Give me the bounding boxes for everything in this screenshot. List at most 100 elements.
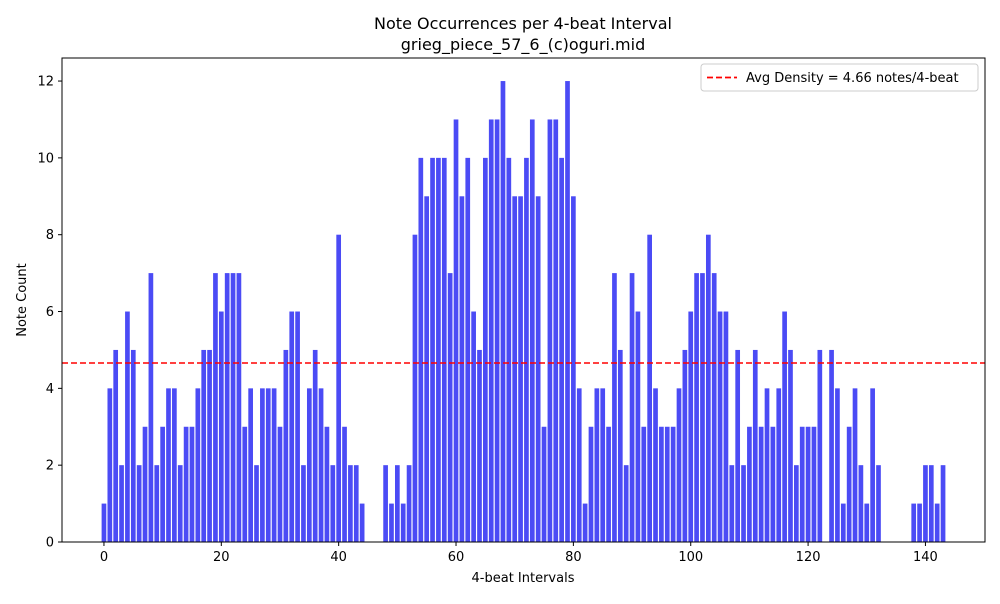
bar xyxy=(747,426,752,542)
bar xyxy=(858,465,864,542)
bar xyxy=(911,503,917,542)
y-tick-label: 4 xyxy=(46,382,54,397)
bar xyxy=(799,426,805,542)
bar xyxy=(811,426,817,542)
bar xyxy=(752,349,758,542)
bar xyxy=(483,157,488,542)
bar xyxy=(629,273,635,542)
x-tick-label: 140 xyxy=(913,550,938,565)
plot-frame xyxy=(61,57,986,543)
bar xyxy=(600,388,606,542)
bar xyxy=(265,388,271,542)
bar xyxy=(236,273,242,542)
bar xyxy=(336,234,342,542)
bar xyxy=(125,311,130,542)
bar xyxy=(553,119,559,543)
bar xyxy=(136,465,142,542)
bar xyxy=(694,273,699,542)
bar xyxy=(776,388,782,542)
x-tick-label: 0 xyxy=(100,550,108,565)
bar xyxy=(535,196,541,543)
bar xyxy=(576,388,582,542)
y-tick-label: 10 xyxy=(37,151,54,166)
x-tick-label: 60 xyxy=(448,550,465,565)
bar xyxy=(383,465,388,542)
bar xyxy=(424,196,430,543)
bar xyxy=(635,311,641,542)
bar xyxy=(459,196,465,543)
bar xyxy=(717,311,723,542)
bar xyxy=(172,388,177,542)
bar xyxy=(670,426,676,542)
y-tick-label: 6 xyxy=(46,305,54,320)
legend-label: Avg Density = 4.66 notes/4-beat xyxy=(746,71,959,86)
bar xyxy=(183,426,189,542)
bar xyxy=(119,465,124,542)
x-axis-label: 4-beat Intervals xyxy=(472,571,575,586)
bar xyxy=(641,426,647,542)
bar xyxy=(582,503,588,542)
bar xyxy=(471,311,476,542)
bar xyxy=(148,273,154,542)
bar xyxy=(647,234,652,542)
bar xyxy=(107,388,113,542)
bar xyxy=(248,388,253,542)
bar xyxy=(788,349,793,542)
bar xyxy=(166,388,171,542)
bar xyxy=(676,388,682,542)
bar xyxy=(177,465,183,542)
x-tick-label: 40 xyxy=(330,550,347,565)
bar xyxy=(436,157,441,542)
y-tick-label: 12 xyxy=(37,75,54,90)
bar xyxy=(864,503,870,542)
y-tick-label: 0 xyxy=(46,536,54,551)
bar xyxy=(664,426,670,542)
bar xyxy=(453,119,459,543)
bar xyxy=(559,157,564,542)
bar xyxy=(840,503,846,542)
bars-layer xyxy=(101,81,946,543)
bar xyxy=(623,465,629,542)
bar xyxy=(729,465,735,542)
bar xyxy=(406,465,412,542)
bar xyxy=(359,503,365,542)
bar xyxy=(705,234,711,542)
bar xyxy=(213,273,218,542)
bar xyxy=(412,234,418,542)
bar xyxy=(653,388,658,542)
bar xyxy=(571,196,576,543)
bar xyxy=(547,119,553,543)
bar xyxy=(207,349,212,542)
bar xyxy=(160,426,165,542)
x-tick-label: 120 xyxy=(796,550,821,565)
bar xyxy=(218,311,224,542)
bar xyxy=(606,426,611,542)
bar xyxy=(846,426,852,542)
bar xyxy=(923,465,928,542)
bar xyxy=(741,465,746,542)
y-tick-label: 2 xyxy=(46,459,54,474)
bar xyxy=(500,81,506,543)
bar xyxy=(488,119,494,543)
bar xyxy=(494,119,500,543)
bar xyxy=(330,465,336,542)
bar xyxy=(688,311,694,542)
legend-box xyxy=(700,63,979,92)
y-tick-label: 8 xyxy=(46,228,54,243)
bar xyxy=(870,388,875,542)
bar xyxy=(400,503,406,542)
bar xyxy=(260,388,265,542)
bar xyxy=(829,349,834,542)
x-tick-label: 20 xyxy=(213,550,230,565)
bar xyxy=(318,388,324,542)
bar xyxy=(940,465,946,542)
bar xyxy=(447,273,453,542)
bar xyxy=(348,465,353,542)
bar xyxy=(224,273,230,542)
bar xyxy=(594,388,600,542)
bar xyxy=(835,388,840,542)
bar xyxy=(113,349,119,542)
bar xyxy=(271,388,277,542)
bar xyxy=(506,157,512,542)
